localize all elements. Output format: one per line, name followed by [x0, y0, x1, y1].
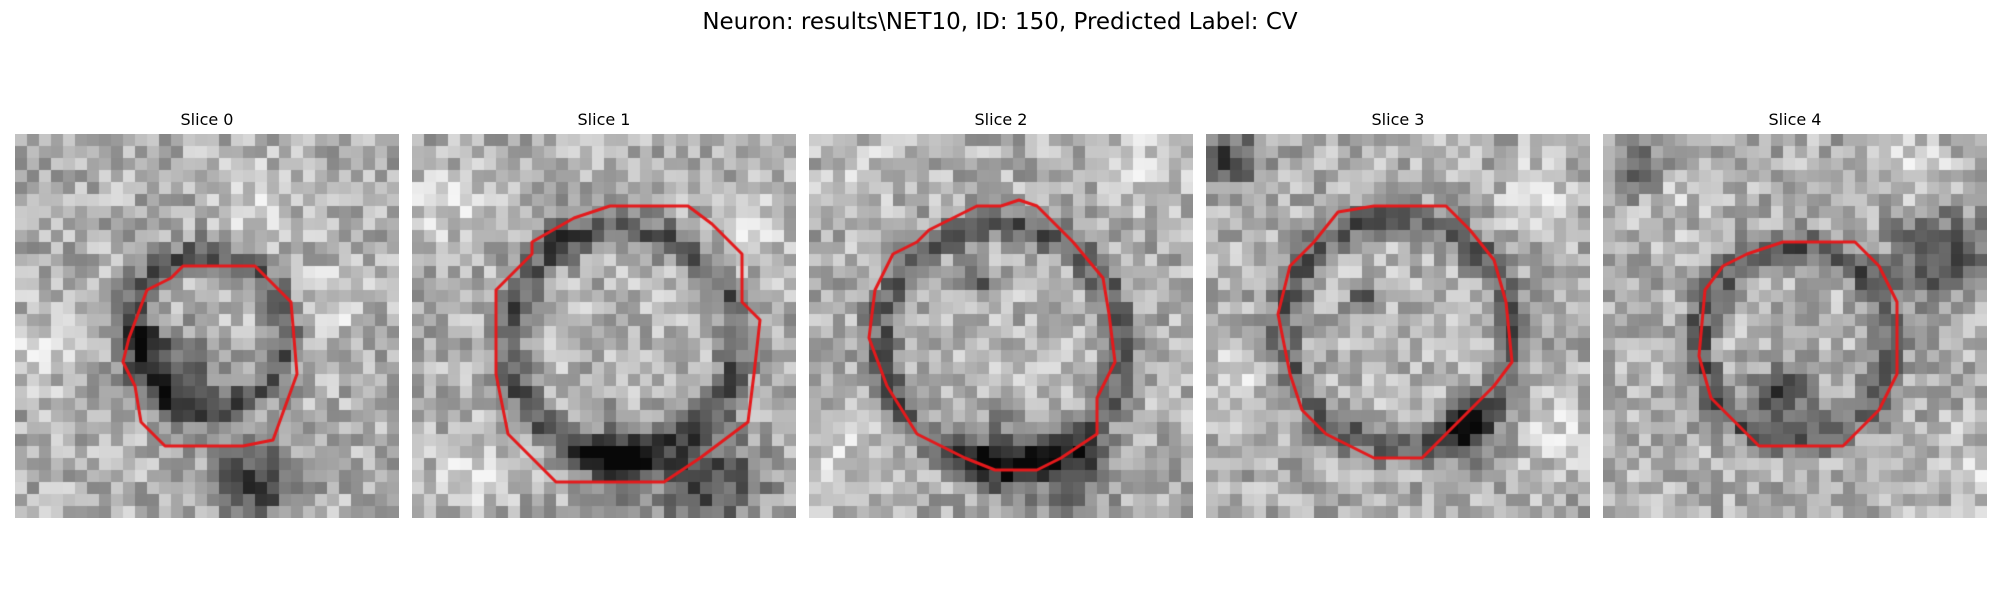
- slice-title: Slice 1: [577, 110, 631, 129]
- slice-image: [412, 134, 796, 518]
- slice-title: Slice 0: [180, 110, 234, 129]
- slice-image: [1206, 134, 1590, 518]
- slice-image: [809, 134, 1193, 518]
- slice-panel-3: Slice 3: [1206, 108, 1590, 518]
- figure-title: Neuron: results\NET10, ID: 150, Predicte…: [702, 9, 1298, 35]
- slice-panel-1: Slice 1: [412, 108, 796, 518]
- slice-title: Slice 2: [974, 110, 1028, 129]
- slice-title: Slice 4: [1768, 110, 1822, 129]
- slice-panel-2: Slice 2: [809, 108, 1193, 518]
- slice-panel-0: Slice 0: [15, 108, 399, 518]
- slice-image: [1603, 134, 1987, 518]
- slice-image: [15, 134, 399, 518]
- slice-title: Slice 3: [1371, 110, 1425, 129]
- slice-panel-4: Slice 4: [1603, 108, 1987, 518]
